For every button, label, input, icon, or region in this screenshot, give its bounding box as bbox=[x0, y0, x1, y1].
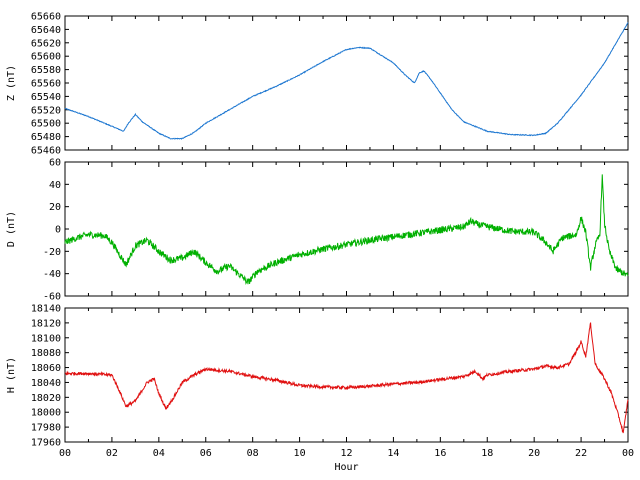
y-tick-label-D: -40 bbox=[43, 269, 61, 280]
x-tick-label: 00 bbox=[622, 448, 634, 459]
y-tick-label-H: 18080 bbox=[31, 348, 61, 359]
y-tick-label-D: 20 bbox=[49, 202, 61, 213]
y-tick-label-Z: 65660 bbox=[31, 12, 61, 23]
y-tick-label-H: 18140 bbox=[31, 304, 61, 315]
x-tick-label: 06 bbox=[200, 448, 212, 459]
x-tick-label: 00 bbox=[59, 448, 71, 459]
y-tick-label-Z: 65560 bbox=[31, 79, 61, 90]
x-tick-label: 04 bbox=[153, 448, 165, 459]
x-tick-label: 16 bbox=[434, 448, 446, 459]
y-tick-label-H: 18040 bbox=[31, 378, 61, 389]
y-tick-label-H: 18020 bbox=[31, 393, 61, 404]
y-tick-label-Z: 65620 bbox=[31, 38, 61, 49]
x-tick-label: 08 bbox=[247, 448, 259, 459]
y-tick-label-H: 17980 bbox=[31, 423, 61, 434]
y-tick-label-H: 18120 bbox=[31, 318, 61, 329]
y-tick-label-D: 60 bbox=[49, 158, 61, 169]
y-tick-label-H: 18100 bbox=[31, 333, 61, 344]
x-tick-label: 20 bbox=[528, 448, 540, 459]
x-tick-label: 10 bbox=[294, 448, 306, 459]
panel-frame-H bbox=[64, 307, 629, 443]
series-line-H bbox=[64, 322, 629, 434]
y-axis-label-H: H (nT) bbox=[6, 357, 17, 393]
x-axis-label: Hour bbox=[334, 462, 358, 473]
series-line-D bbox=[64, 174, 629, 285]
x-tick-label: 14 bbox=[387, 448, 399, 459]
y-tick-label-H: 17960 bbox=[31, 438, 61, 449]
x-tick-label: 12 bbox=[340, 448, 352, 459]
panel-frame-Z bbox=[64, 15, 629, 151]
y-tick-label-D: 40 bbox=[49, 180, 61, 191]
y-axis-label-Z: Z (nT) bbox=[6, 65, 17, 101]
y-tick-label-D: -20 bbox=[43, 247, 61, 258]
y-tick-label-Z: 65500 bbox=[31, 119, 61, 130]
y-tick-label-D: -60 bbox=[43, 292, 61, 303]
panel-D: -60 -40 -20 0 20 40 60 D (nT) bbox=[6, 158, 629, 303]
x-tick-label: 22 bbox=[575, 448, 587, 459]
y-tick-label-H: 18000 bbox=[31, 408, 61, 419]
y-tick-label-Z: 65580 bbox=[31, 65, 61, 76]
series-line-Z bbox=[64, 22, 629, 140]
panel-frame-D bbox=[64, 161, 629, 297]
y-tick-label-Z: 65460 bbox=[31, 146, 61, 157]
y-tick-label-D: 0 bbox=[55, 225, 61, 236]
y-tick-label-Z: 65600 bbox=[31, 52, 61, 63]
y-axis-label-D: D (nT) bbox=[6, 211, 17, 247]
y-tick-label-Z: 65540 bbox=[31, 92, 61, 103]
panel-H: 17960 17980 18000 18020 18040 18060 18080 18100… bbox=[6, 304, 629, 449]
y-tick-label-Z: 65480 bbox=[31, 132, 61, 143]
y-tick-label-Z: 65640 bbox=[31, 25, 61, 36]
panel-Z: 65460 65480 65500 65520 65540 65560 65580 65600… bbox=[6, 12, 629, 157]
y-tick-label-Z: 65520 bbox=[31, 105, 61, 116]
y-tick-label-H: 18060 bbox=[31, 363, 61, 374]
x-tick-label: 18 bbox=[481, 448, 493, 459]
x-tick-label: 02 bbox=[106, 448, 118, 459]
